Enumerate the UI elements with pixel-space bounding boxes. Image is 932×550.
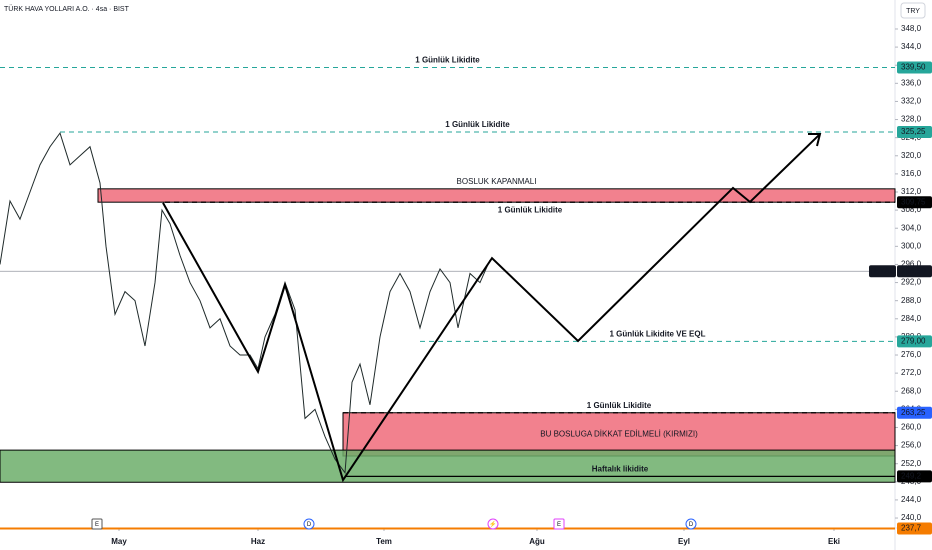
event-marker — [553, 518, 565, 530]
zone-box — [97, 188, 896, 203]
y-tick-label: 260,0 — [901, 423, 922, 432]
x-tick-label: May — [111, 537, 127, 546]
price-badge-label: 237,7 — [901, 524, 922, 533]
price-badge-label: 279,00 — [901, 337, 926, 346]
symbol-badge — [869, 265, 896, 278]
y-tick-label: 292,0 — [901, 278, 922, 287]
chart-title: TÜRK HAVA YOLLARI A.O. · 4sa · BIST — [4, 5, 130, 13]
y-tick-label: 308,0 — [901, 205, 922, 214]
event-label: ⚡ — [489, 520, 496, 528]
price-line — [0, 132, 491, 475]
price-badge — [897, 126, 932, 138]
y-tick-label: 304,0 — [901, 223, 922, 232]
y-tick-label: 320,0 — [901, 151, 922, 160]
price-badge-label: 294,50 — [901, 266, 926, 275]
price-badge-label: 309,75 — [901, 197, 926, 206]
y-tick-label: 336,0 — [901, 78, 922, 87]
event-label: D — [307, 522, 312, 528]
price-badge — [897, 335, 932, 348]
y-tick-label: 344,0 — [901, 42, 922, 51]
price-badge — [897, 265, 932, 278]
price-badge-label: 339,50 — [901, 63, 926, 72]
y-tick-label: 348,0 — [901, 24, 922, 33]
currency-button[interactable] — [900, 2, 926, 19]
event-marker — [487, 518, 499, 530]
y-tick-label: 240,0 — [901, 513, 922, 522]
y-tick-label: 276,0 — [901, 350, 922, 359]
zone-box — [0, 449, 896, 483]
y-tick-label: 328,0 — [901, 115, 922, 124]
level-text: 1 Günlük Likidite — [587, 401, 652, 410]
price-badge — [897, 61, 932, 74]
price-badge-label: 263,25 — [901, 408, 926, 417]
x-tick-label: Eyl — [678, 537, 690, 546]
event-marker — [685, 518, 697, 530]
y-tick-label: 256,0 — [901, 441, 922, 450]
arrow-head — [808, 133, 822, 147]
y-tick-label: 252,0 — [901, 459, 922, 468]
level-text: 1 Günlük Likidite — [415, 56, 480, 65]
symbol-label: THYAO — [869, 266, 896, 275]
price-badge — [897, 522, 932, 535]
x-tick-label: Eki — [828, 537, 840, 546]
zone-label: BU BOSLUGA DİKKAT EDİLMELİ (KIRMIZI) — [540, 429, 698, 438]
price-badge — [897, 470, 932, 483]
level-text: 1 Günlük Likidite — [445, 120, 510, 129]
event-label: E — [557, 522, 561, 528]
price-badge — [897, 196, 932, 209]
currency[interactable]: TRY — [906, 8, 920, 15]
event-label: D — [689, 522, 694, 528]
y-tick-label: 284,0 — [901, 314, 922, 323]
y-tick-label: 316,0 — [901, 169, 922, 178]
y-tick-label: 332,0 — [901, 97, 922, 106]
y-tick-label: 296,0 — [901, 260, 922, 269]
x-tick-label: Haz — [251, 537, 265, 546]
x-tick-label: Tem — [376, 537, 392, 546]
event-marker — [91, 518, 103, 530]
projection-line — [162, 133, 821, 483]
event-marker — [303, 518, 315, 530]
event-label: E — [95, 522, 99, 528]
level-text: Haftalık likidite — [592, 464, 649, 473]
zone-label: BOSLUK KAPANMALI — [457, 177, 537, 186]
price-badge — [897, 406, 932, 419]
price-badge-label: 249,2 — [901, 471, 922, 480]
y-tick-label: 272,0 — [901, 368, 922, 377]
price-badge-label: 325,25 — [901, 127, 926, 136]
y-tick-label: 288,0 — [901, 296, 922, 305]
y-tick-label: 268,0 — [901, 386, 922, 395]
level-text: 1 Günlük Likidite — [498, 205, 563, 214]
y-tick-label: 300,0 — [901, 241, 922, 250]
y-tick-label: 244,0 — [901, 495, 922, 504]
y-tick-label: 312,0 — [901, 187, 922, 196]
level-text: 1 Günlük Likidite VE EQL — [609, 330, 705, 339]
x-tick-label: Ağu — [529, 537, 545, 546]
zone-box — [342, 412, 896, 457]
